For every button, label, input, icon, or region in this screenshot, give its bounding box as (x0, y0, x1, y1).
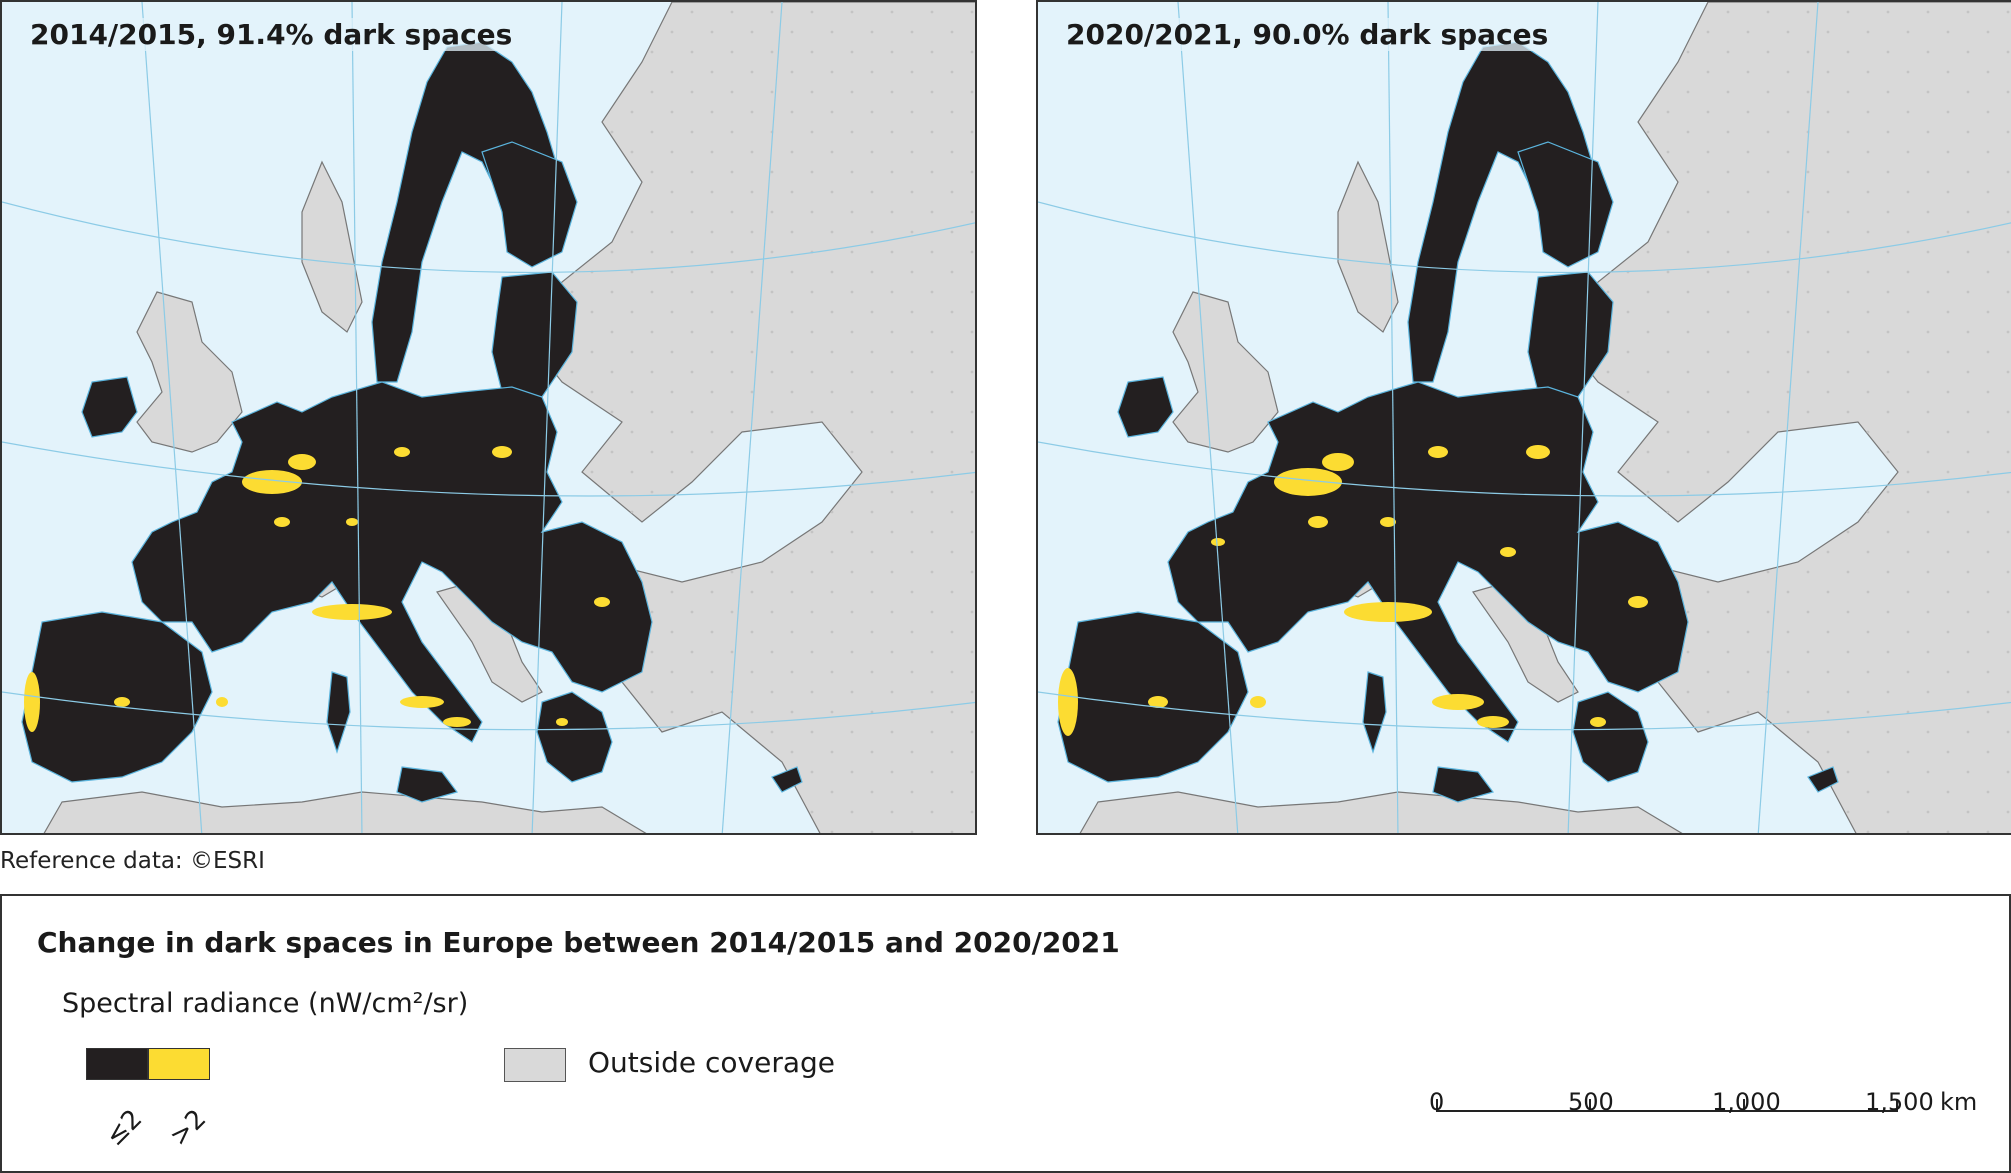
legend-label-low: ≤2 (100, 1103, 149, 1153)
bright-areas (1058, 445, 1648, 736)
legend: Change in dark spaces in Europe between … (0, 894, 2011, 1173)
map-panel-2020-2021: 2020/2021, 90.0% dark spaces (1036, 0, 2011, 835)
map-panel-2014-2015: 2014/2015, 91.4% dark spaces (0, 0, 977, 835)
legend-swatch-bright (148, 1048, 210, 1080)
legend-swatch-outside (504, 1048, 566, 1082)
map-title: 2020/2021, 90.0% dark spaces (1062, 18, 1553, 51)
bright-areas (24, 446, 610, 732)
scale-tick-1000: 1,000 (1712, 1088, 1781, 1116)
scale-unit: km (1940, 1088, 1978, 1116)
legend-label-high: >2 (164, 1103, 213, 1153)
legend-subtitle: Spectral radiance (nW/cm²/sr) (62, 988, 469, 1019)
map-title: 2014/2015, 91.4% dark spaces (26, 18, 517, 51)
legend-title: Change in dark spaces in Europe between … (37, 926, 1120, 959)
graticule (1038, 2, 2011, 833)
scale-tick-1500: 1,500 (1865, 1088, 1934, 1116)
map-2014-2015 (2, 2, 975, 833)
scale-tick-500: 500 (1568, 1088, 1614, 1116)
scale-tick-0: 0 (1429, 1088, 1445, 1116)
legend-label-outside: Outside coverage (588, 1046, 836, 1079)
scale-bar (1436, 1099, 1898, 1112)
graticule (2, 2, 975, 833)
legend-swatch-dark (86, 1048, 148, 1080)
map-2020-2021 (1038, 2, 2011, 833)
outside-coverage-land (1079, 2, 2011, 833)
reference-note: Reference data: ©ESRI (0, 848, 265, 874)
